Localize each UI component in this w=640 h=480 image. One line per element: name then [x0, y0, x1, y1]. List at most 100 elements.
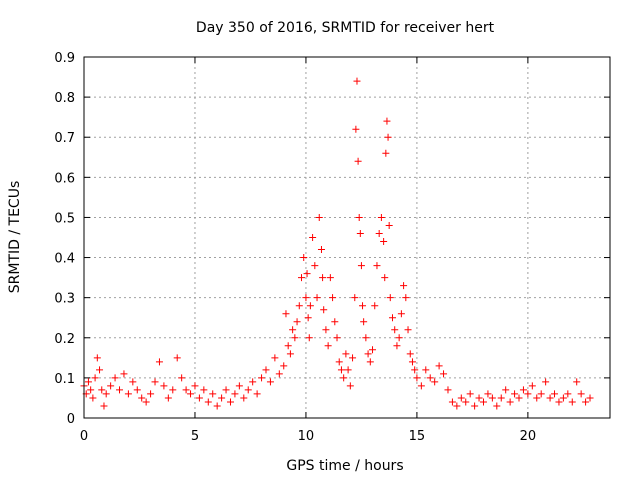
- data-point: [573, 378, 581, 386]
- data-point: [222, 386, 230, 394]
- data-point: [335, 358, 343, 366]
- data-point: [133, 386, 141, 394]
- data-point: [169, 386, 177, 394]
- data-point: [151, 378, 159, 386]
- data-point: [319, 274, 327, 282]
- data-point: [564, 390, 572, 398]
- data-point: [295, 302, 303, 310]
- data-point: [388, 314, 396, 322]
- data-point: [253, 390, 261, 398]
- data-point: [383, 117, 391, 125]
- data-point: [417, 382, 425, 390]
- data-point: [142, 398, 150, 406]
- data-point: [200, 386, 208, 394]
- data-point: [375, 229, 383, 237]
- data-point: [385, 221, 393, 229]
- data-point: [124, 390, 132, 398]
- data-point: [173, 354, 181, 362]
- data-point: [226, 398, 234, 406]
- data-point: [306, 302, 314, 310]
- data-point: [258, 374, 266, 382]
- data-point: [484, 390, 492, 398]
- data-point: [280, 362, 288, 370]
- grid: [84, 57, 610, 418]
- data-point: [231, 390, 239, 398]
- data-point: [164, 394, 172, 402]
- y-tick-label: 0.9: [54, 51, 75, 66]
- data-point: [393, 342, 401, 350]
- data-point: [324, 342, 332, 350]
- data-point: [352, 125, 360, 133]
- data-point: [360, 318, 368, 326]
- data-point: [466, 390, 474, 398]
- data-point: [395, 334, 403, 342]
- x-axis-label: GPS time / hours: [286, 458, 403, 474]
- data-point: [582, 398, 590, 406]
- data-point: [329, 294, 337, 302]
- data-point: [195, 394, 203, 402]
- data-point: [102, 390, 110, 398]
- data-point: [120, 370, 128, 378]
- data-point: [178, 374, 186, 382]
- chart-title: Day 350 of 2016, SRMTID for receiver her…: [196, 20, 495, 36]
- data-point: [98, 386, 106, 394]
- data-point: [89, 394, 97, 402]
- data-point: [371, 302, 379, 310]
- data-point: [359, 302, 367, 310]
- data-point: [340, 374, 348, 382]
- data-point: [346, 382, 354, 390]
- data-point: [275, 370, 283, 378]
- data-point: [96, 366, 104, 374]
- data-point: [160, 382, 168, 390]
- data-point: [528, 382, 536, 390]
- data-point: [302, 294, 310, 302]
- data-point: [351, 294, 359, 302]
- data-point: [333, 334, 341, 342]
- data-point: [448, 398, 456, 406]
- data-point: [493, 402, 501, 410]
- y-tick-label: 0.5: [54, 211, 75, 226]
- data-point: [289, 326, 297, 334]
- data-point: [317, 246, 325, 254]
- data-point: [315, 213, 323, 221]
- data-point: [147, 390, 155, 398]
- data-point: [555, 398, 563, 406]
- data-point: [93, 354, 101, 362]
- data-point: [353, 77, 361, 85]
- data-point: [479, 398, 487, 406]
- data-point: [305, 334, 313, 342]
- data-point: [304, 314, 312, 322]
- data-point: [366, 358, 374, 366]
- y-tick-labels: 0 0.1 0.2 0.3 0.4 0.5 0.6 0.7 0.8 0.9: [54, 51, 75, 427]
- data-point: [537, 390, 545, 398]
- data-point: [240, 394, 248, 402]
- data-point: [300, 254, 308, 262]
- data-point: [422, 366, 430, 374]
- data-point: [311, 262, 319, 270]
- data-point: [344, 366, 352, 374]
- data-point: [313, 294, 321, 302]
- data-point: [546, 394, 554, 402]
- data-point: [435, 362, 443, 370]
- data-point: [262, 366, 270, 374]
- data-point: [218, 394, 226, 402]
- data-point: [87, 386, 95, 394]
- data-point: [475, 394, 483, 402]
- data-point: [444, 386, 452, 394]
- data-point: [577, 390, 585, 398]
- data-point: [384, 133, 392, 141]
- data-point: [533, 394, 541, 402]
- data-point: [138, 394, 146, 402]
- data-point: [369, 346, 377, 354]
- data-point: [213, 402, 221, 410]
- data-point: [209, 390, 217, 398]
- data-point: [402, 294, 410, 302]
- data-point: [187, 390, 195, 398]
- data-point: [337, 366, 345, 374]
- data-point: [235, 382, 243, 390]
- data-point: [382, 149, 390, 157]
- data-point: [84, 378, 92, 386]
- data-point: [284, 342, 292, 350]
- data-point: [309, 234, 317, 241]
